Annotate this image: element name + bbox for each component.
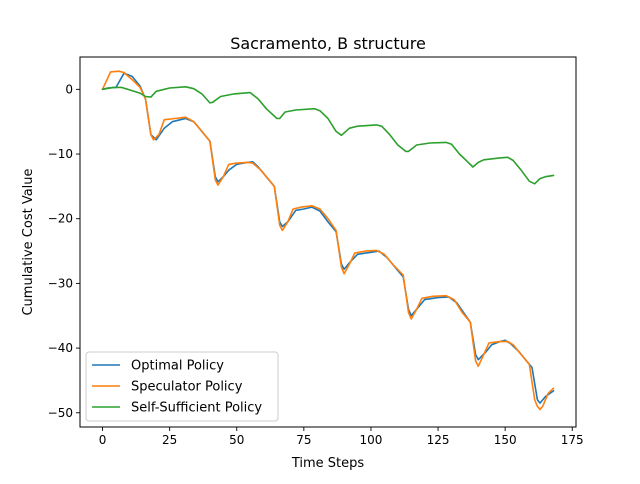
- x-tick-label: 100: [359, 433, 382, 447]
- plot-frame: [79, 56, 577, 428]
- x-tick-label: 0: [99, 433, 107, 447]
- x-tick-label: 50: [229, 433, 244, 447]
- y-tick-label: −20: [48, 212, 73, 226]
- x-tick-label: 125: [427, 433, 450, 447]
- x-tick-label: 150: [494, 433, 517, 447]
- x-axis-label: Time Steps: [291, 456, 365, 471]
- legend-label-2: Self-Sufficient Policy: [131, 401, 262, 416]
- series-line-1: [101, 70, 555, 411]
- y-tick-label: −10: [48, 147, 73, 161]
- y-axis-ticks: 0 −10 −20 −30 −40 −50: [48, 82, 80, 420]
- series-line-2: [101, 86, 555, 185]
- y-tick-label: −40: [48, 341, 73, 355]
- x-tick-label: 25: [162, 433, 177, 447]
- y-tick-label: 0: [65, 82, 73, 96]
- y-tick-label: −50: [48, 406, 73, 420]
- series-layer: [101, 70, 555, 411]
- chart-title: Sacramento, B structure: [230, 34, 426, 53]
- y-tick-label: −30: [48, 276, 73, 290]
- legend-label-0: Optimal Policy: [131, 359, 224, 374]
- legend-box: [85, 351, 279, 422]
- y-axis-label: Cumulative Cost Value: [21, 168, 36, 315]
- legend-label-1: Speculator Policy: [131, 380, 243, 395]
- legend: Optimal Policy Speculator Policy Self-Suff…: [85, 351, 279, 422]
- x-tick-label: 175: [561, 433, 584, 447]
- x-axis-ticks: 0 25 50 75 100 125 150 175: [99, 427, 584, 447]
- x-tick-label: 75: [296, 433, 311, 447]
